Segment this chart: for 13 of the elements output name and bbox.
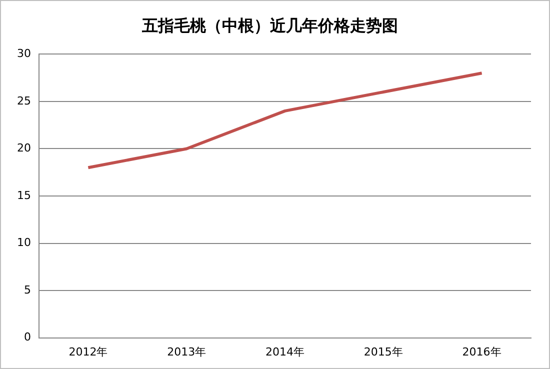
x-tick-label: 2013年 xyxy=(167,345,206,358)
y-tick-label: 20 xyxy=(16,142,31,155)
y-tick-label: 25 xyxy=(16,94,31,108)
x-tick-label: 2012年 xyxy=(68,345,108,358)
y-tick-label: 15 xyxy=(16,188,31,202)
y-tick-label: 30 xyxy=(16,47,31,60)
x-tick-label: 2016年 xyxy=(462,345,502,358)
y-tick-label: 10 xyxy=(16,236,31,250)
y-tick-label: 0 xyxy=(24,330,31,344)
y-tick-label: 5 xyxy=(24,283,31,296)
chart-title: 五指毛桃（中根）近几年价格走势图 xyxy=(141,16,398,35)
x-tick-label: 2015年 xyxy=(364,345,403,358)
x-tick-label: 2014年 xyxy=(266,345,304,358)
